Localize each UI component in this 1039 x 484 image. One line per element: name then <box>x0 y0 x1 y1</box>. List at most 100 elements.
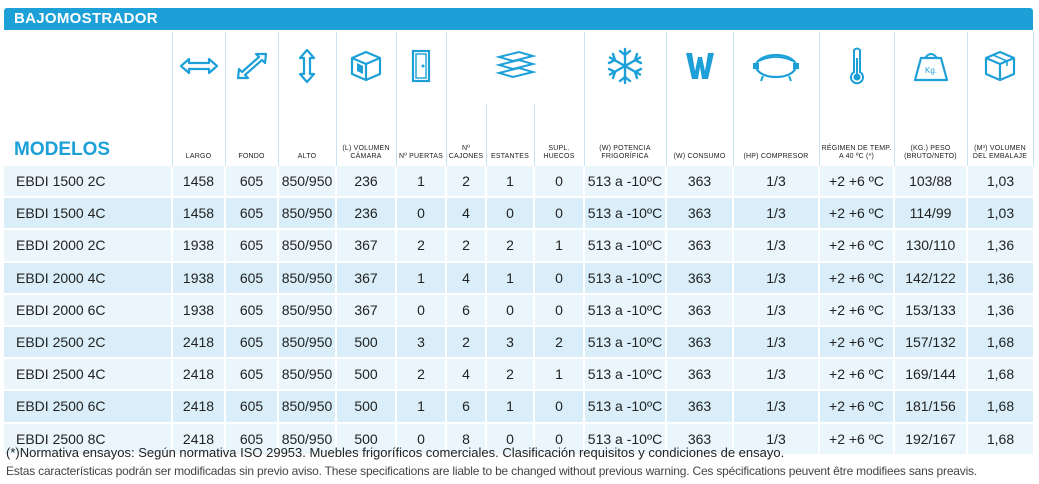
table-cell: 103/88 <box>894 166 968 199</box>
table-cell: 114/99 <box>894 197 968 231</box>
table-cell: +2 +6 ºC <box>819 293 895 327</box>
table-cell: 236 <box>336 166 397 199</box>
table-cell: 605 <box>225 197 279 231</box>
table-cell: 0 <box>486 422 535 456</box>
col-icon-compresor <box>733 32 820 104</box>
spec-table: Kg. MODELOS LARGO FONDO ALTO (L) VOLUMEN… <box>4 32 1034 456</box>
table-cell: 367 <box>336 261 397 295</box>
model-cell: EBDI 2000 2C <box>4 229 173 263</box>
table-cell: 367 <box>336 293 397 327</box>
table-row: EBDI 2500 6C 2418 605 850/950 500 1 6 1 0 513 a -… <box>4 390 1033 424</box>
table-cell: 142/122 <box>894 261 968 295</box>
table-cell: 850/950 <box>278 358 337 392</box>
table-cell: 363 <box>666 293 734 327</box>
table-cell: 2 <box>446 166 487 199</box>
table-cell: 8 <box>446 422 487 456</box>
table-cell: 236 <box>336 197 397 231</box>
table-cell: 513 a -10ºC <box>584 358 667 392</box>
model-cell: EBDI 2500 6C <box>4 390 173 424</box>
table-row: EBDI 2000 6C 1938 605 850/950 367 0 6 0 0 513 a -… <box>4 293 1033 327</box>
table-cell: 1458 <box>172 197 226 231</box>
table-cell: 850/950 <box>278 197 337 231</box>
table-cell: 0 <box>396 293 447 327</box>
header-row: MODELOS LARGO FONDO ALTO (L) VOLUMEN CÁM… <box>4 104 1034 166</box>
table-cell: 1,03 <box>967 166 1033 199</box>
table-cell: 500 <box>336 358 397 392</box>
table-cell: 500 <box>336 390 397 424</box>
table-row: EBDI 1500 2C 1458 605 850/950 236 1 2 1 0 513 a -… <box>4 166 1033 199</box>
table-cell: 363 <box>666 166 734 199</box>
table-cell: 4 <box>446 358 487 392</box>
col-icon-potencia <box>584 32 667 104</box>
table-row: EBDI 1500 4C 1458 605 850/950 236 0 4 0 0 513 a -… <box>4 197 1033 231</box>
table-cell: 0 <box>534 166 585 199</box>
table-cell: 2 <box>446 325 487 360</box>
header-peso: (Kg.) PESO (BRUTO/NETO) <box>894 104 968 166</box>
table-cell: 1,36 <box>967 229 1033 263</box>
watt-icon <box>684 49 716 83</box>
table-cell: 1 <box>396 166 447 199</box>
col-icon-puertas <box>396 32 447 104</box>
model-cell: EBDI 1500 4C <box>4 197 173 231</box>
table-cell: 2 <box>486 229 535 263</box>
table-cell: 3 <box>396 325 447 360</box>
table-cell: 850/950 <box>278 166 337 199</box>
table-cell: 605 <box>225 358 279 392</box>
table-cell: 1458 <box>172 166 226 199</box>
table-cell: 605 <box>225 261 279 295</box>
table-cell: 2 <box>396 229 447 263</box>
table-cell: 1/3 <box>733 358 820 392</box>
header-largo: LARGO <box>172 104 226 166</box>
table-cell: 1 <box>486 261 535 295</box>
table-cell: 1/3 <box>733 422 820 456</box>
table-cell: 513 a -10ºC <box>584 325 667 360</box>
table-cell: 1 <box>486 390 535 424</box>
header-volumen: (L) VOLUMEN CÁMARA <box>336 104 397 166</box>
table-cell: 0 <box>396 197 447 231</box>
table-body: EBDI 1500 2C 1458 605 850/950 236 1 2 1 0 513 a -… <box>4 166 1033 456</box>
table-cell: 0 <box>486 197 535 231</box>
header-cajones: Nº CAJONES <box>446 104 487 166</box>
volume-cube-icon <box>349 49 383 83</box>
table-cell: 850/950 <box>278 390 337 424</box>
table-cell: +2 +6 ºC <box>819 197 895 231</box>
table-cell: 363 <box>666 325 734 360</box>
table-cell: 363 <box>666 390 734 424</box>
package-icon <box>983 49 1017 83</box>
table-cell: 6 <box>446 390 487 424</box>
table-cell: 850/950 <box>278 229 337 263</box>
table-cell: 0 <box>534 261 585 295</box>
drawers-icon <box>493 49 537 83</box>
table-cell: 1,68 <box>967 325 1033 360</box>
table-cell: 4 <box>446 261 487 295</box>
table-cell: 605 <box>225 390 279 424</box>
table-cell: 1 <box>534 358 585 392</box>
table-row: EBDI 2500 4C 2418 605 850/950 500 2 4 2 1 513 a -… <box>4 358 1033 392</box>
table-cell: 363 <box>666 229 734 263</box>
table-cell: 2418 <box>172 358 226 392</box>
table-cell: 513 a -10ºC <box>584 261 667 295</box>
header-alto: ALTO <box>278 104 337 166</box>
table-cell: 1,68 <box>967 422 1033 456</box>
table-cell: 363 <box>666 261 734 295</box>
table-cell: 1 <box>396 390 447 424</box>
table-cell: 4 <box>446 197 487 231</box>
table-cell: 1938 <box>172 261 226 295</box>
footnote: (*)Normativa ensayos: Según normativa IS… <box>6 445 785 460</box>
depth-arrows-icon <box>235 51 269 81</box>
col-icon-embalaje <box>967 32 1034 104</box>
table-cell: +2 +6 ºC <box>819 261 895 295</box>
snowflake-icon <box>605 46 645 86</box>
header-estantes: ESTANTES <box>486 104 535 166</box>
col-icon-fondo <box>225 32 279 104</box>
table-cell: 153/133 <box>894 293 968 327</box>
height-arrows-icon <box>296 48 318 84</box>
table-cell: 1938 <box>172 229 226 263</box>
table-cell: 0 <box>534 422 585 456</box>
table-cell: +2 +6 ºC <box>819 422 895 456</box>
table-cell: +2 +6 ºC <box>819 390 895 424</box>
header-puertas: Nº PUERTAS <box>396 104 447 166</box>
table-cell: 0 <box>486 293 535 327</box>
table-cell: 1938 <box>172 293 226 327</box>
table-row: EBDI 2000 2C 1938 605 850/950 367 2 2 2 1 513 a -… <box>4 229 1033 263</box>
